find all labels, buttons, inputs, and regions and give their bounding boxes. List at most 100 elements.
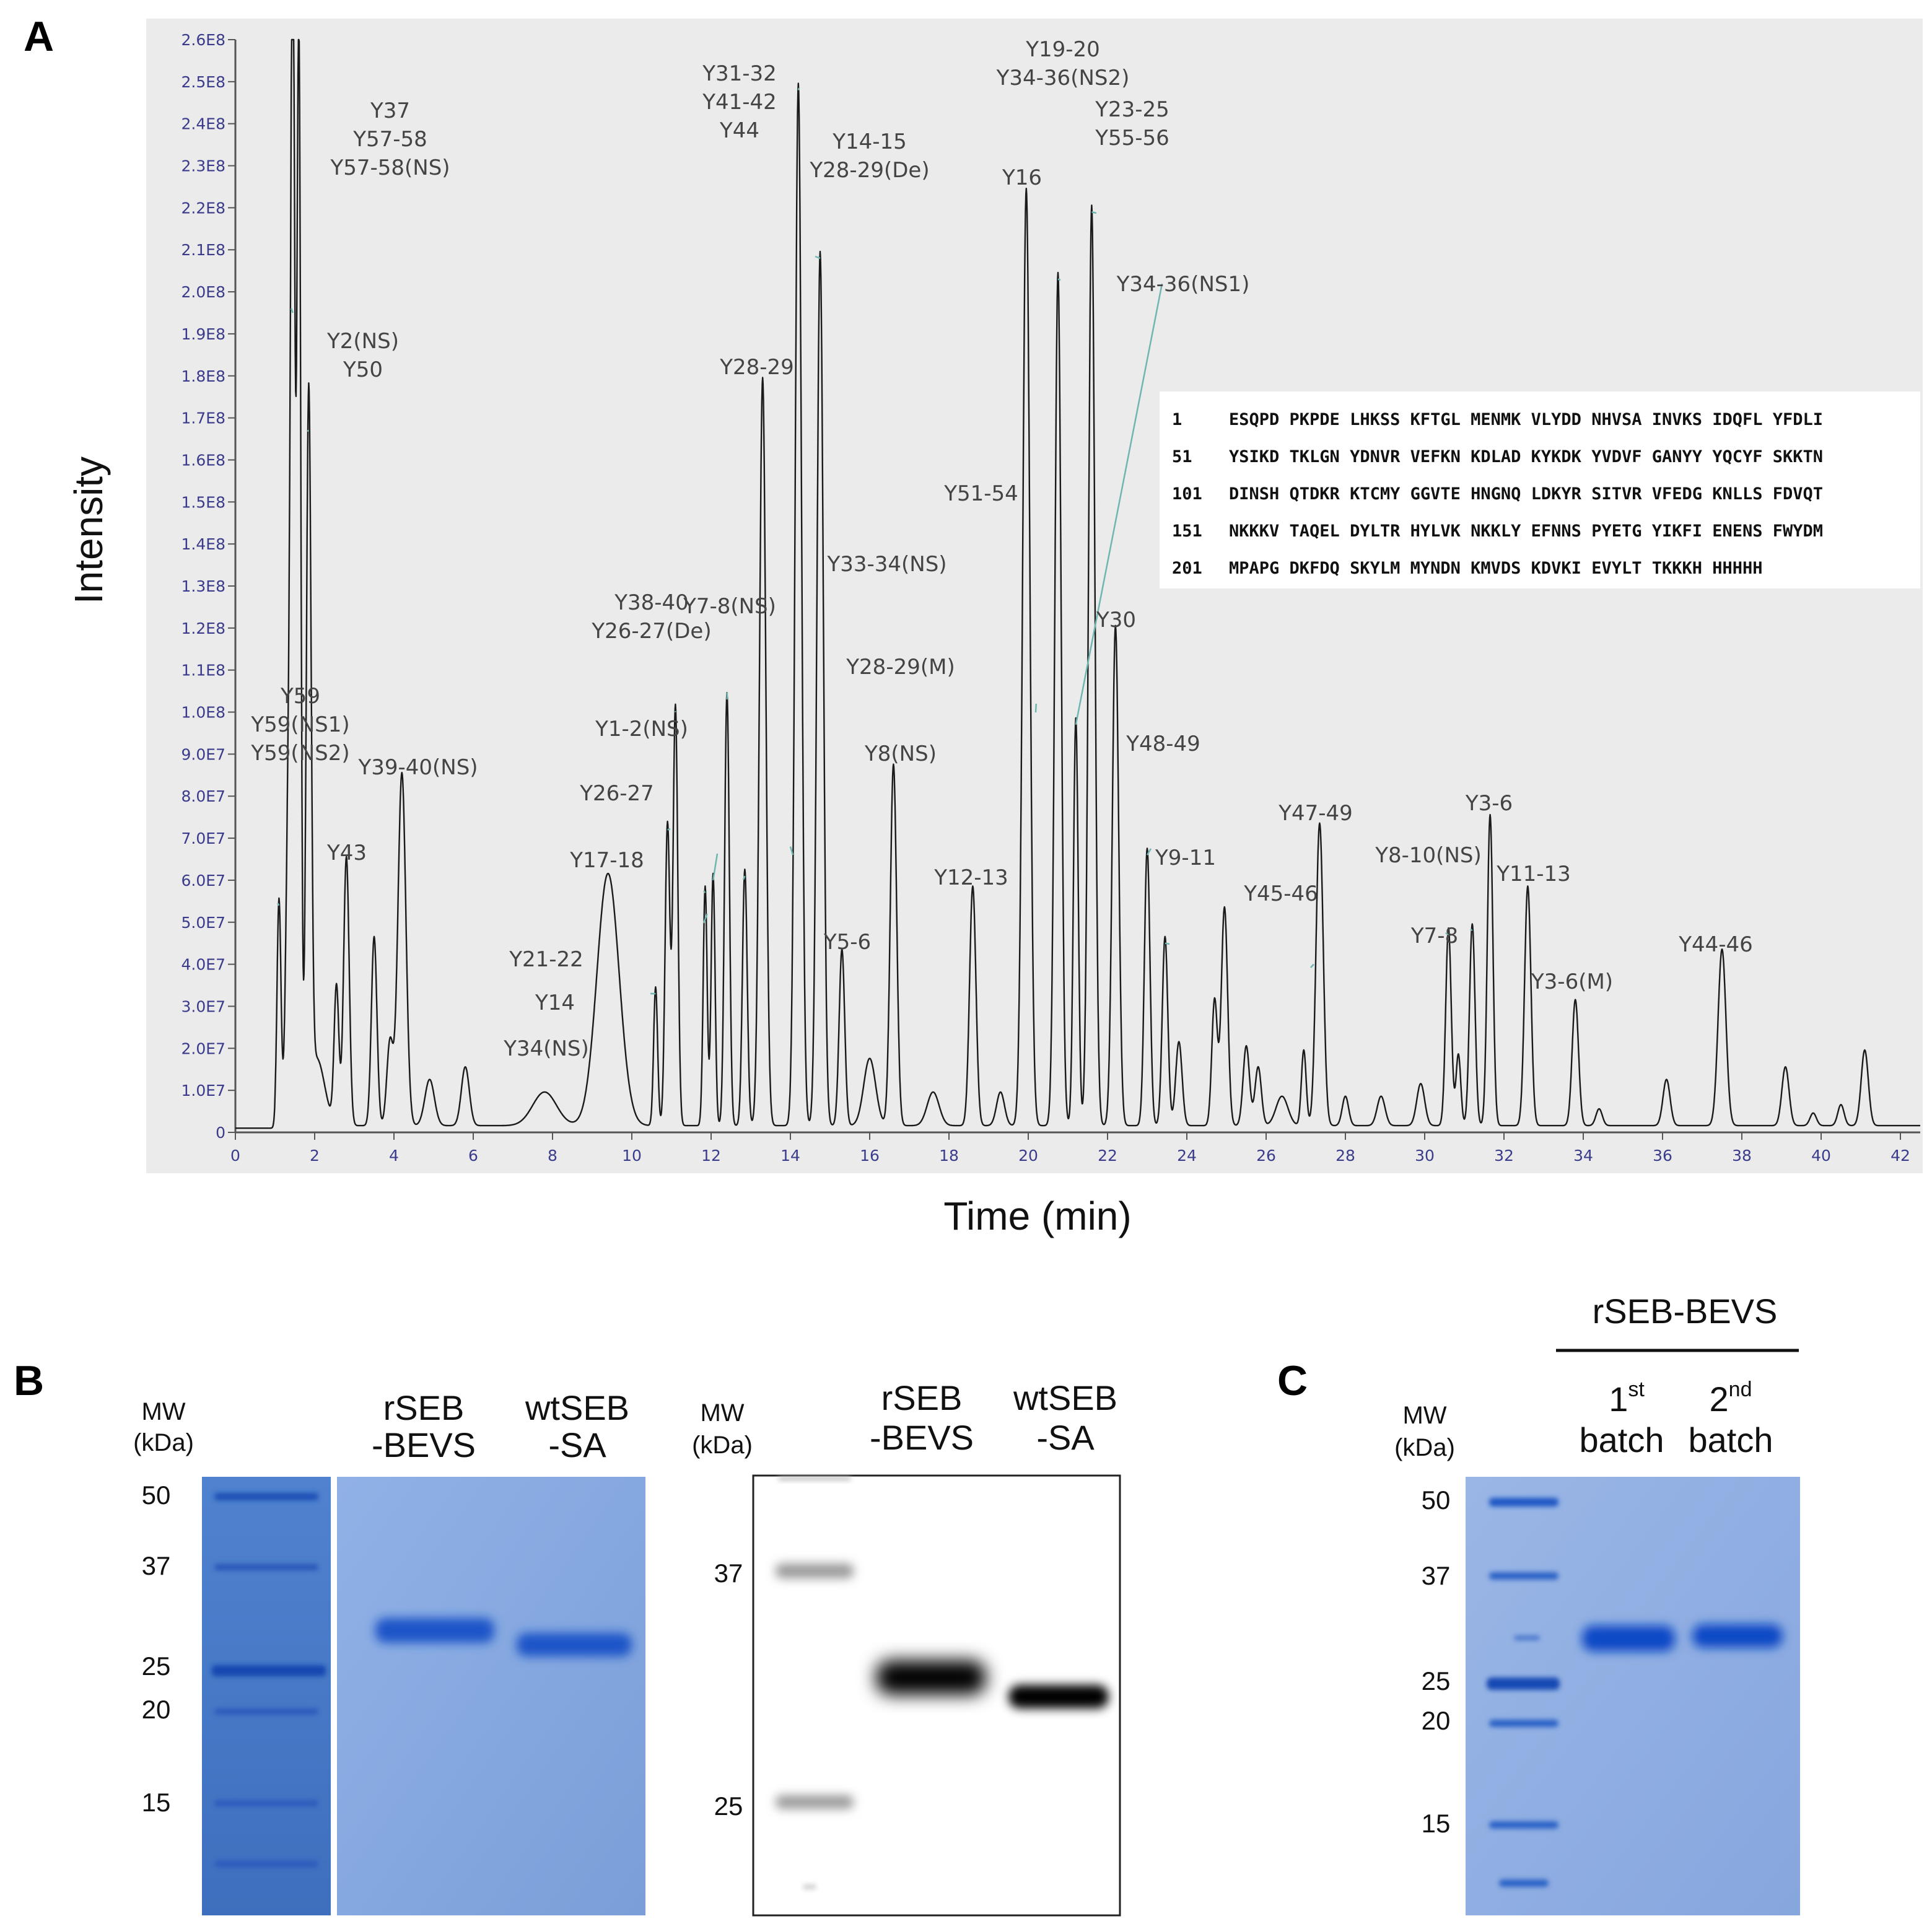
marker-band (214, 1800, 318, 1806)
y-tick-label: 1.0E7 (181, 1082, 225, 1100)
x-tick-label: 36 (1653, 1147, 1672, 1165)
y-tick-label: 0 (216, 1124, 225, 1142)
x-tick-label: 38 (1732, 1147, 1752, 1165)
sequence-line: DINSH QTDKR KTCMY GGVTE HNGNQ LDKYR SITV… (1229, 484, 1823, 504)
x-tick-label: 28 (1335, 1147, 1355, 1165)
y-tick-label: 1.5E8 (181, 493, 225, 511)
x-tick-label: 30 (1415, 1147, 1435, 1165)
lane-label-rseb-bevs: -BEVS (372, 1425, 476, 1464)
blot-lane-label-rseb: rSEB (881, 1378, 963, 1417)
y-tick-label: 2.4E8 (181, 115, 225, 133)
y-tick-label: 2.3E8 (181, 157, 225, 175)
annotation-leader-line (276, 903, 280, 906)
mw-title-line1: MW (141, 1398, 185, 1425)
marker-band (1489, 1821, 1558, 1829)
annotation-leader-line (815, 255, 821, 259)
y-axis-title: Intensity (66, 457, 111, 604)
sample-lanes-gel (337, 1477, 645, 1915)
x-tick-label: 12 (701, 1147, 721, 1165)
wtseb-sa-blot-band (1008, 1685, 1109, 1708)
mw-marker-label: 50 (1422, 1485, 1451, 1515)
x-tick-label: 20 (1018, 1147, 1038, 1165)
peak-annotation-label: Y30 (1096, 608, 1136, 632)
peak-annotation-label: Y34(NS) (503, 1036, 589, 1061)
lane-label-second-batch-word: batch (1689, 1420, 1773, 1459)
peak-annotation-label: Y47-49 (1278, 801, 1353, 826)
coomassie-gel-c: rSEB-BEVS 1st batch 2nd batch MW (kDa) 5… (1394, 1292, 1800, 1915)
lane-label-first-batch-word: batch (1580, 1420, 1664, 1459)
annotation-leader-line (1057, 278, 1061, 281)
peak-annotation-label: Y17-18 (569, 848, 644, 873)
peak-annotation-label: Y19-20 (1025, 37, 1100, 62)
mw-marker-label: 37 (714, 1559, 743, 1588)
peak-annotations: Y37 Y57-58 Y57-58(NS) Y2(NS) Y50 Y59 Y59(NS1) Y… (250, 37, 1752, 1061)
peak-annotation-label: Y48-49 (1126, 732, 1200, 756)
marker-band (212, 1665, 326, 1676)
chromatogram-chart: 0 1.0E7 2.0E7 3.0E7 4.0E7 5.0E7 6.0E7 7.0E7 8.0E… (66, 19, 1923, 1238)
peak-annotation-label: Y39-40(NS) (357, 755, 478, 780)
coomassie-gel-b: MW (kDa) 50 37 25 20 15 rSEB -BEVS wtSEB… (133, 1388, 645, 1915)
x-tick-label: 8 (548, 1147, 557, 1165)
peak-annotation-label: Y23-25 (1095, 97, 1169, 122)
x-tick-label: 0 (230, 1147, 240, 1165)
peak-annotation-label: Y1-2(NS) (595, 717, 688, 741)
x-tick-label: 24 (1177, 1147, 1197, 1165)
wtseb-sa-band (517, 1633, 632, 1656)
lane-label-wtseb-sa: -SA (548, 1425, 606, 1464)
panel-label-a: A (24, 13, 54, 60)
sequence-line: NKKKV TAQEL DYLTR HYLVK NKKLY EFNNS PYET… (1229, 522, 1823, 541)
peak-annotation-label: Y16 (1002, 165, 1042, 190)
lane-label-rseb-bevs: rSEB (383, 1388, 465, 1427)
peak-annotation-label: Y57-58 (352, 127, 427, 152)
peak-annotation-label: Y9-11 (1155, 846, 1216, 870)
sequence-line: MPAPG DKFDQ SKYLM MYNDN KMVDS KDVKI EVYL… (1229, 559, 1763, 578)
annotation-leader-line (667, 828, 671, 831)
y-tick-label: 4.0E7 (181, 956, 225, 974)
peak-annotation-label: Y43 (326, 841, 367, 865)
x-tick-label: 26 (1256, 1147, 1276, 1165)
y-tick-label: 1.6E8 (181, 451, 225, 469)
blot-lane-label-wtseb: -SA (1036, 1418, 1095, 1457)
y-tick-label: 5.0E7 (181, 914, 225, 932)
annotation-leader-line (702, 890, 706, 894)
marker-band (1489, 1720, 1558, 1727)
blot-lane-label-rseb: -BEVS (870, 1418, 974, 1457)
marker-band (214, 1564, 318, 1570)
peak-annotation-label: Y11-13 (1496, 862, 1571, 886)
annotation-leader-line (1470, 929, 1473, 932)
marker-band (1489, 1498, 1558, 1507)
marker-band (214, 1708, 318, 1715)
marker-band (214, 1861, 318, 1867)
x-axis-title: Time (min) (943, 1194, 1131, 1238)
y-tick-label: 1.7E8 (181, 409, 225, 427)
peak-annotation-label: Y14 (535, 991, 575, 1015)
peak-annotation-label: Y45-46 (1243, 881, 1318, 906)
x-tick-label: 2 (310, 1147, 320, 1165)
marker-lane-gel (202, 1477, 331, 1915)
mw-title-line2: (kDa) (133, 1429, 194, 1456)
x-tick-label: 4 (389, 1147, 399, 1165)
y-tick-label: 7.0E7 (181, 829, 225, 847)
peak-annotation-label: Y50 (343, 357, 383, 382)
x-tick-label: 10 (622, 1147, 642, 1165)
x-tick-label: 22 (1098, 1147, 1117, 1165)
mw-marker-label: 15 (142, 1788, 171, 1817)
annotation-leader-line (1310, 963, 1314, 968)
first-batch-band (1582, 1625, 1675, 1651)
ladder-band (778, 1477, 851, 1481)
mw-marker-label: 37 (1422, 1561, 1451, 1590)
x-tick-label: 18 (939, 1147, 959, 1165)
peak-annotation-label: Y8-10(NS) (1375, 843, 1481, 868)
group-label: rSEB-BEVS (1593, 1292, 1778, 1331)
mw-title-line2: (kDa) (1394, 1434, 1455, 1461)
y-tick-label: 3.0E7 (181, 997, 225, 1015)
peak-annotation-label: Y34-36(NS1) (1116, 272, 1250, 297)
sequence-position: 1 (1172, 410, 1182, 429)
y-tick-label: 2.0E8 (181, 283, 225, 301)
y-tick-label: 2.6E8 (181, 31, 225, 49)
peak-annotation-label: Y59 (280, 684, 320, 709)
sequence-lines: 1 ESQPD PKPDE LHKSS KFTGL MENMK VLYDD NHV… (1172, 410, 1823, 578)
x-tick-label: 40 (1811, 1147, 1831, 1165)
mw-marker-label: 25 (142, 1651, 171, 1681)
